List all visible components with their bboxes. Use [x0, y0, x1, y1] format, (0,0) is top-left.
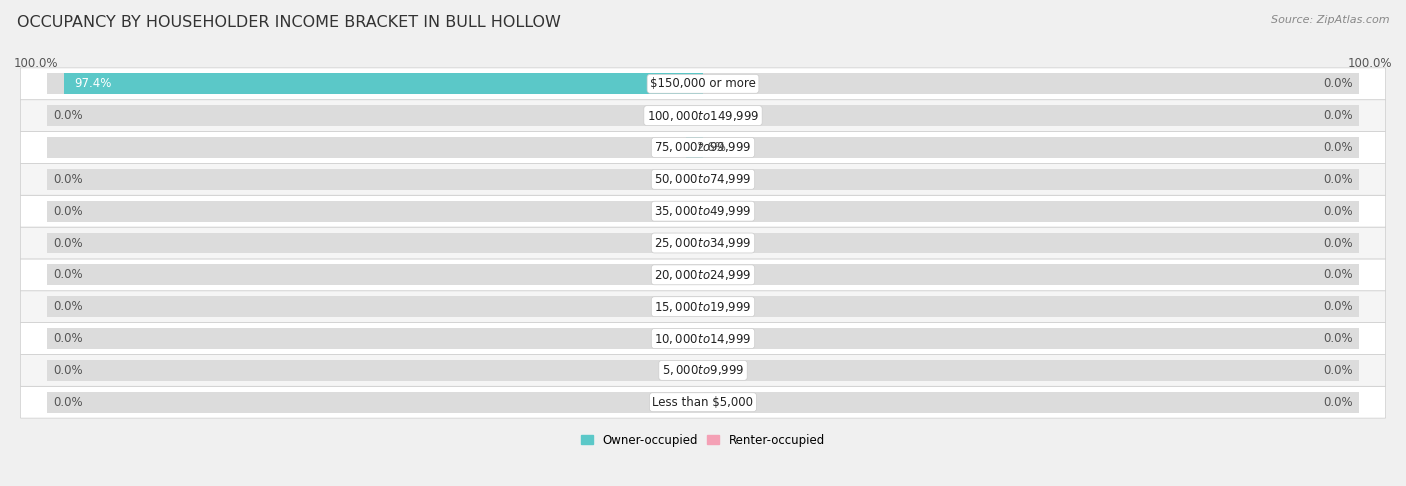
- Bar: [686, 137, 703, 158]
- Bar: [703, 201, 1360, 222]
- Text: 0.0%: 0.0%: [53, 109, 83, 122]
- FancyBboxPatch shape: [21, 354, 1385, 386]
- FancyBboxPatch shape: [21, 386, 1385, 418]
- Text: $35,000 to $49,999: $35,000 to $49,999: [654, 204, 752, 218]
- Text: 2.6%: 2.6%: [696, 141, 725, 154]
- Bar: [703, 264, 1360, 285]
- Text: 0.0%: 0.0%: [53, 300, 83, 313]
- Text: Less than $5,000: Less than $5,000: [652, 396, 754, 409]
- Bar: [46, 137, 703, 158]
- Text: 0.0%: 0.0%: [53, 396, 83, 409]
- Text: 0.0%: 0.0%: [53, 205, 83, 218]
- Bar: [46, 233, 703, 253]
- Bar: [703, 73, 1360, 94]
- Text: 0.0%: 0.0%: [53, 332, 83, 345]
- Text: 0.0%: 0.0%: [53, 237, 83, 249]
- Text: 0.0%: 0.0%: [1323, 109, 1353, 122]
- Text: $50,000 to $74,999: $50,000 to $74,999: [654, 173, 752, 186]
- Bar: [46, 201, 703, 222]
- Bar: [46, 392, 703, 413]
- FancyBboxPatch shape: [21, 323, 1385, 354]
- Text: 0.0%: 0.0%: [1323, 237, 1353, 249]
- Text: 100.0%: 100.0%: [14, 56, 59, 69]
- FancyBboxPatch shape: [21, 100, 1385, 132]
- Bar: [703, 233, 1360, 253]
- Text: $75,000 to $99,999: $75,000 to $99,999: [654, 140, 752, 155]
- FancyBboxPatch shape: [21, 259, 1385, 291]
- Text: 0.0%: 0.0%: [1323, 396, 1353, 409]
- FancyBboxPatch shape: [21, 163, 1385, 195]
- Text: 0.0%: 0.0%: [53, 268, 83, 281]
- Bar: [46, 264, 703, 285]
- Text: 0.0%: 0.0%: [1323, 300, 1353, 313]
- Text: OCCUPANCY BY HOUSEHOLDER INCOME BRACKET IN BULL HOLLOW: OCCUPANCY BY HOUSEHOLDER INCOME BRACKET …: [17, 15, 561, 30]
- Text: 0.0%: 0.0%: [1323, 205, 1353, 218]
- Bar: [46, 105, 703, 126]
- Text: $20,000 to $24,999: $20,000 to $24,999: [654, 268, 752, 282]
- Text: $100,000 to $149,999: $100,000 to $149,999: [647, 109, 759, 122]
- Bar: [46, 73, 703, 94]
- Bar: [703, 296, 1360, 317]
- Text: $5,000 to $9,999: $5,000 to $9,999: [662, 364, 744, 377]
- Text: 100.0%: 100.0%: [1347, 56, 1392, 69]
- Text: 0.0%: 0.0%: [1323, 268, 1353, 281]
- Text: 0.0%: 0.0%: [1323, 173, 1353, 186]
- Bar: [46, 296, 703, 317]
- FancyBboxPatch shape: [21, 291, 1385, 323]
- Text: 0.0%: 0.0%: [1323, 364, 1353, 377]
- Text: 97.4%: 97.4%: [73, 77, 111, 90]
- Bar: [63, 73, 703, 94]
- Text: 0.0%: 0.0%: [1323, 141, 1353, 154]
- Bar: [703, 392, 1360, 413]
- FancyBboxPatch shape: [21, 132, 1385, 163]
- Text: $25,000 to $34,999: $25,000 to $34,999: [654, 236, 752, 250]
- Text: $150,000 or more: $150,000 or more: [650, 77, 756, 90]
- Bar: [703, 137, 1360, 158]
- Text: $15,000 to $19,999: $15,000 to $19,999: [654, 300, 752, 313]
- Bar: [703, 169, 1360, 190]
- Bar: [46, 169, 703, 190]
- Bar: [46, 328, 703, 349]
- Bar: [46, 360, 703, 381]
- Text: 0.0%: 0.0%: [53, 173, 83, 186]
- Bar: [703, 360, 1360, 381]
- Text: 0.0%: 0.0%: [1323, 332, 1353, 345]
- FancyBboxPatch shape: [21, 227, 1385, 259]
- FancyBboxPatch shape: [21, 195, 1385, 227]
- Legend: Owner-occupied, Renter-occupied: Owner-occupied, Renter-occupied: [576, 429, 830, 451]
- Text: Source: ZipAtlas.com: Source: ZipAtlas.com: [1271, 15, 1389, 25]
- Bar: [703, 328, 1360, 349]
- Text: 0.0%: 0.0%: [1323, 77, 1353, 90]
- Bar: [703, 105, 1360, 126]
- FancyBboxPatch shape: [21, 68, 1385, 100]
- Text: 0.0%: 0.0%: [53, 364, 83, 377]
- Text: $10,000 to $14,999: $10,000 to $14,999: [654, 331, 752, 346]
